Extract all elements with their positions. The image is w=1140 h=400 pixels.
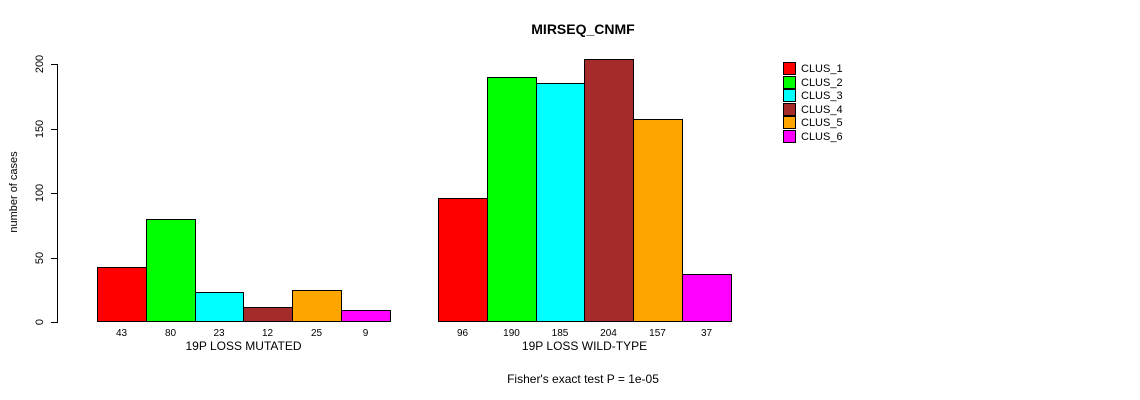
- bar-clus_5: [292, 290, 342, 322]
- fisher-test-caption: Fisher's exact test P = 1e-05: [507, 372, 659, 386]
- legend-label-clus_6: CLUS_6: [801, 131, 843, 143]
- y-axis-tick: [51, 322, 57, 323]
- bar-value-label: 25: [310, 328, 323, 339]
- bar-value-label: 96: [456, 328, 469, 339]
- y-axis-tick-label: 50: [34, 251, 46, 265]
- bar-clus_4: [584, 59, 634, 322]
- legend-label-clus_2: CLUS_2: [801, 76, 843, 89]
- y-axis-tick: [51, 129, 57, 130]
- bar-clus_1: [97, 267, 147, 322]
- y-axis-tick: [51, 64, 57, 65]
- bar-value-label: 185: [551, 328, 569, 339]
- bar-clus_3: [536, 83, 585, 322]
- y-axis-tick-label: 0: [34, 318, 46, 326]
- legend-swatch-clus_1: [783, 62, 796, 75]
- legend-swatch-clus_4: [783, 102, 796, 116]
- bar-value-label: 37: [700, 328, 713, 339]
- chart-title: MIRSEQ_CNMF: [531, 21, 635, 37]
- y-axis-tick: [51, 193, 57, 194]
- bar-clus_2: [146, 219, 196, 322]
- bar-value-label: 190: [503, 328, 520, 339]
- bar-value-label: 43: [115, 328, 128, 339]
- bar-clus_6: [682, 274, 732, 322]
- y-axis-tick: [51, 258, 57, 259]
- bar-value-label: 12: [261, 328, 274, 339]
- bar-value-label: 80: [164, 328, 177, 339]
- legend-swatch-clus_6: [783, 130, 796, 143]
- legend-swatch-clus_2: [783, 75, 796, 89]
- y-axis-line: [57, 64, 58, 323]
- legend-swatch-clus_5: [783, 116, 796, 130]
- bar-value-label: 23: [213, 328, 225, 339]
- bar-clus_4: [243, 307, 293, 322]
- bar-value-label: 157: [649, 328, 666, 339]
- bar-clus_2: [487, 77, 537, 322]
- legend-label-clus_3: CLUS_3: [801, 90, 843, 103]
- bar-clus_3: [195, 292, 244, 322]
- bar-value-label: 204: [600, 328, 617, 339]
- legend-label-clus_4: CLUS_4: [801, 103, 843, 116]
- legend-swatch-clus_3: [783, 89, 796, 103]
- group-axis-label: 19P LOSS MUTATED: [185, 339, 302, 353]
- group-axis-label: 19P LOSS WILD-TYPE: [521, 339, 648, 353]
- y-axis-tick-label: 150: [34, 119, 46, 139]
- bar-clus_1: [438, 198, 488, 322]
- y-axis-tick-label: 100: [34, 183, 46, 203]
- y-axis-title: number of cases: [8, 151, 20, 233]
- bar-value-label: 9: [362, 328, 369, 339]
- legend-label-clus_1: CLUS_1: [801, 63, 843, 75]
- legend-label-clus_5: CLUS_5: [801, 117, 843, 130]
- bar-clus_5: [633, 119, 683, 322]
- bar-clus_6: [341, 310, 391, 322]
- y-axis-tick-label: 200: [34, 54, 46, 74]
